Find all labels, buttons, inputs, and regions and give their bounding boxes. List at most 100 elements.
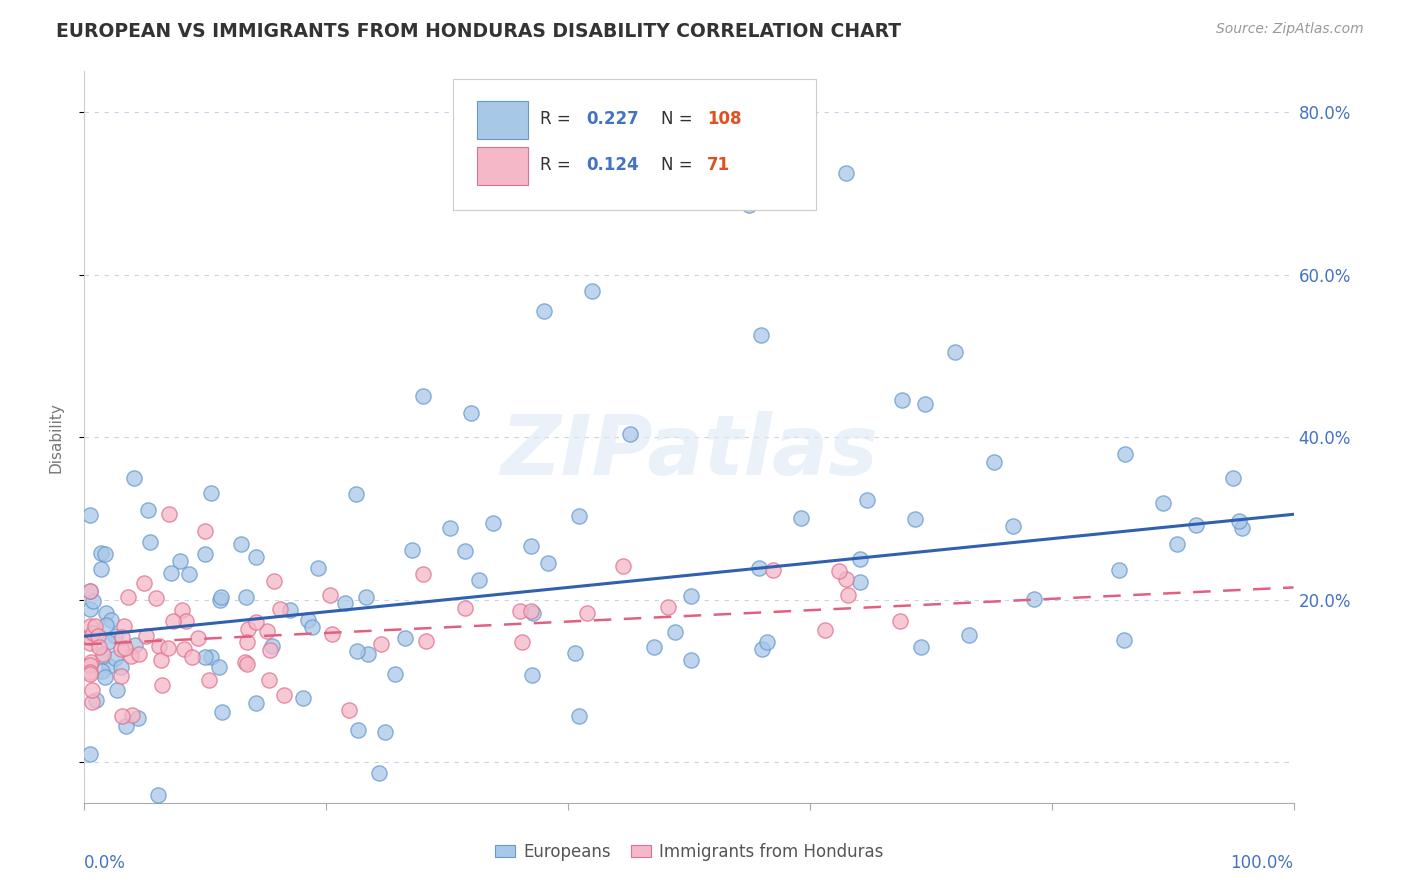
Point: [1230, 521, 1253, 535]
Point: [439, 521, 461, 535]
Point: [619, 426, 641, 441]
Point: [612, 558, 634, 573]
Point: [814, 623, 837, 637]
Point: [482, 516, 505, 530]
Point: [162, 615, 184, 629]
Point: [415, 634, 437, 648]
Point: [231, 537, 253, 551]
Point: [333, 596, 356, 610]
Point: [79, 508, 101, 522]
Point: [148, 640, 170, 654]
Point: [79, 665, 101, 679]
Point: [245, 696, 267, 710]
Point: [79, 630, 101, 644]
Point: [100, 613, 122, 627]
FancyBboxPatch shape: [453, 78, 815, 211]
Point: [914, 397, 936, 411]
Point: [111, 630, 134, 644]
Point: [124, 638, 146, 652]
Point: [856, 492, 879, 507]
Text: 0.227: 0.227: [586, 110, 638, 128]
Point: [127, 711, 149, 725]
Point: [849, 574, 872, 589]
Point: [115, 719, 138, 733]
Point: [576, 606, 599, 620]
Point: [319, 588, 342, 602]
Point: [187, 632, 209, 646]
Point: [564, 646, 586, 660]
Point: [97, 659, 120, 673]
Point: [751, 641, 773, 656]
Point: [849, 552, 872, 566]
Point: [111, 708, 134, 723]
Point: [454, 544, 477, 558]
Point: [87, 640, 110, 655]
Point: [368, 766, 391, 780]
Point: [82, 695, 104, 709]
Point: [1108, 563, 1130, 577]
Point: [181, 650, 204, 665]
Point: [509, 605, 531, 619]
Point: [278, 603, 301, 617]
Point: [259, 643, 281, 657]
Point: [150, 678, 173, 692]
Point: [256, 624, 278, 639]
Point: [903, 512, 925, 526]
Point: [150, 653, 173, 667]
Point: [82, 682, 104, 697]
Point: [200, 650, 222, 665]
Point: [943, 344, 966, 359]
Point: [384, 667, 406, 681]
Point: [139, 534, 162, 549]
Point: [236, 622, 259, 636]
Point: [194, 650, 217, 665]
Point: [94, 618, 117, 632]
Point: [79, 658, 101, 673]
Text: 0.0%: 0.0%: [84, 854, 127, 872]
Point: [412, 566, 434, 581]
Point: [112, 619, 135, 633]
Point: [128, 647, 150, 661]
Point: [890, 393, 912, 408]
Point: [454, 600, 477, 615]
Point: [245, 550, 267, 565]
Text: R =: R =: [540, 110, 576, 128]
Point: [357, 647, 380, 661]
Point: [91, 648, 114, 663]
Point: [97, 634, 120, 648]
Point: [236, 657, 259, 671]
Point: [233, 655, 256, 669]
Point: [412, 389, 434, 403]
Point: [374, 724, 396, 739]
Point: [79, 747, 101, 761]
Point: [568, 509, 591, 524]
Point: [198, 673, 221, 688]
Point: [159, 566, 181, 580]
Point: [346, 644, 368, 658]
Point: [236, 635, 259, 649]
Point: [679, 653, 702, 667]
Point: [245, 615, 267, 629]
Point: [82, 626, 104, 640]
Point: [520, 668, 543, 682]
Point: [790, 511, 813, 525]
Text: Source: ZipAtlas.com: Source: ZipAtlas.com: [1216, 22, 1364, 37]
Point: [94, 606, 117, 620]
Point: [738, 198, 761, 212]
Point: [1114, 447, 1136, 461]
Point: [194, 547, 217, 561]
Point: [1024, 592, 1046, 607]
Point: [110, 660, 132, 674]
Point: [1166, 537, 1188, 551]
Point: [519, 604, 541, 618]
Point: [292, 691, 315, 706]
Point: [209, 593, 232, 607]
Point: [173, 642, 195, 657]
Point: [94, 547, 117, 561]
Point: [200, 485, 222, 500]
Point: [257, 673, 280, 688]
Point: [354, 590, 377, 604]
Point: [297, 613, 319, 627]
Point: [269, 601, 291, 615]
Point: [394, 632, 416, 646]
